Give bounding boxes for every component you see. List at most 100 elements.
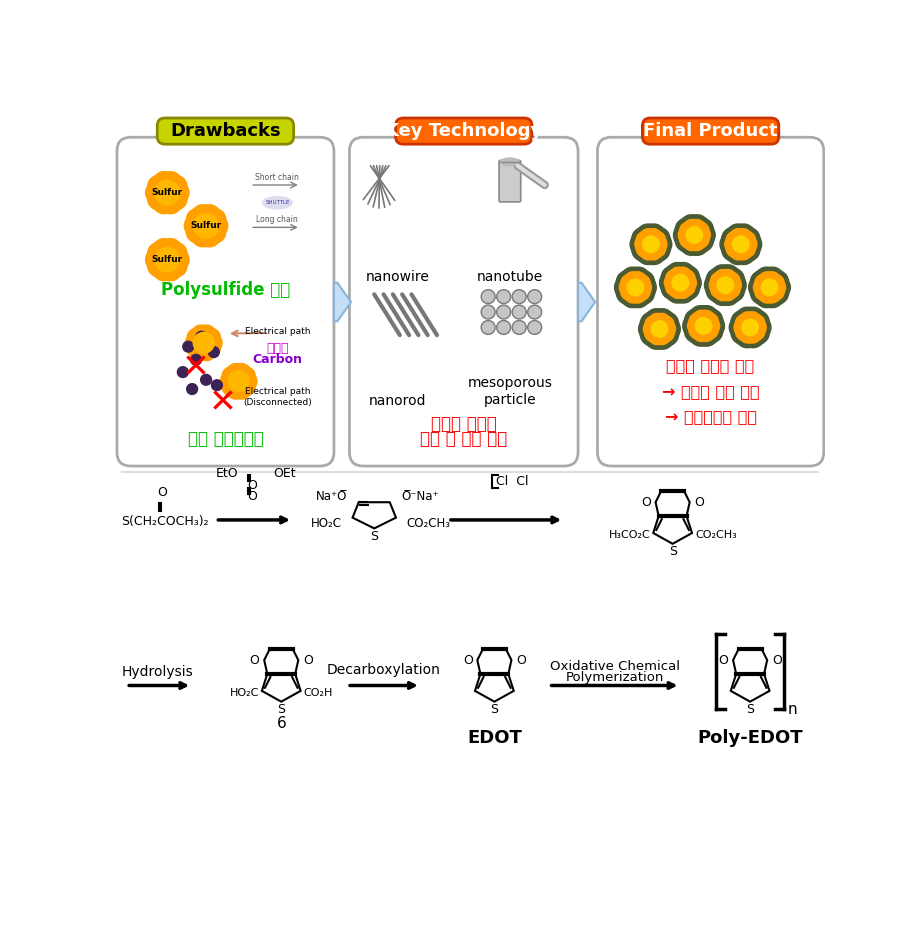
Text: SHUTTLE: SHUTTLE <box>265 200 290 205</box>
Ellipse shape <box>200 325 215 336</box>
Ellipse shape <box>745 227 760 244</box>
Text: O: O <box>158 487 168 500</box>
Text: S: S <box>491 704 498 716</box>
Ellipse shape <box>632 244 647 261</box>
Ellipse shape <box>673 226 687 244</box>
Ellipse shape <box>661 282 677 299</box>
Text: nanowire: nanowire <box>366 270 429 284</box>
Ellipse shape <box>154 267 171 281</box>
Ellipse shape <box>699 306 717 320</box>
Text: Short chain: Short chain <box>256 172 299 182</box>
Ellipse shape <box>148 242 163 259</box>
Ellipse shape <box>691 240 704 251</box>
Ellipse shape <box>186 209 202 226</box>
Text: 전도성 고분자 코팅: 전도성 고분자 코팅 <box>667 359 755 374</box>
Circle shape <box>481 305 495 319</box>
Ellipse shape <box>632 272 646 282</box>
Ellipse shape <box>667 289 685 303</box>
Text: O: O <box>694 496 704 509</box>
Text: S: S <box>668 545 677 558</box>
Text: S(CH₂COCH₃)₂: S(CH₂COCH₃)₂ <box>121 515 209 528</box>
Ellipse shape <box>736 334 755 348</box>
Ellipse shape <box>740 312 754 322</box>
Text: Electrical path: Electrical path <box>245 327 310 336</box>
Ellipse shape <box>227 363 242 376</box>
Ellipse shape <box>750 287 766 304</box>
Ellipse shape <box>193 349 207 361</box>
Ellipse shape <box>735 321 745 335</box>
Ellipse shape <box>684 219 698 230</box>
Text: Sulfur: Sulfur <box>191 221 222 230</box>
Ellipse shape <box>744 231 756 244</box>
Ellipse shape <box>222 367 235 381</box>
Ellipse shape <box>622 294 640 308</box>
Text: Cl  Cl: Cl Cl <box>496 475 528 488</box>
Ellipse shape <box>647 249 661 260</box>
Text: nanotube: nanotube <box>477 270 543 284</box>
Ellipse shape <box>616 287 632 304</box>
Text: 전도성 고분자: 전도성 고분자 <box>431 415 497 432</box>
Ellipse shape <box>639 271 655 288</box>
Text: CO₂CH₃: CO₂CH₃ <box>695 530 737 541</box>
Ellipse shape <box>711 272 723 285</box>
Ellipse shape <box>706 313 718 326</box>
Ellipse shape <box>227 388 242 399</box>
Ellipse shape <box>637 224 656 238</box>
Text: S: S <box>277 704 285 716</box>
Ellipse shape <box>712 292 730 306</box>
Ellipse shape <box>712 265 730 279</box>
Ellipse shape <box>766 272 779 282</box>
Ellipse shape <box>637 251 656 265</box>
Ellipse shape <box>661 267 677 283</box>
Circle shape <box>672 275 689 291</box>
Ellipse shape <box>748 279 762 296</box>
Ellipse shape <box>171 242 187 259</box>
Ellipse shape <box>655 244 670 261</box>
Circle shape <box>481 321 495 335</box>
Text: O: O <box>247 479 257 492</box>
Ellipse shape <box>775 281 786 295</box>
Ellipse shape <box>641 249 655 260</box>
Ellipse shape <box>681 214 699 228</box>
Ellipse shape <box>215 217 227 235</box>
Text: n: n <box>788 702 798 717</box>
Circle shape <box>481 290 495 304</box>
Ellipse shape <box>654 244 666 257</box>
Ellipse shape <box>676 263 694 277</box>
Ellipse shape <box>684 267 700 283</box>
Ellipse shape <box>684 309 700 326</box>
Circle shape <box>513 321 526 335</box>
Ellipse shape <box>207 329 220 342</box>
Circle shape <box>201 375 212 385</box>
Ellipse shape <box>683 282 695 295</box>
Ellipse shape <box>765 267 783 281</box>
Ellipse shape <box>657 238 667 252</box>
Text: Final Product: Final Product <box>644 122 778 140</box>
Text: Drawbacks: Drawbacks <box>171 122 281 140</box>
Ellipse shape <box>686 276 696 290</box>
Text: Polysulfide 용출: Polysulfide 용출 <box>160 281 290 299</box>
Text: Carbon: Carbon <box>252 353 303 366</box>
Ellipse shape <box>211 336 222 350</box>
Ellipse shape <box>731 249 745 260</box>
Ellipse shape <box>715 290 729 301</box>
Text: Key Technology: Key Technology <box>385 122 542 140</box>
Circle shape <box>191 354 202 365</box>
FancyBboxPatch shape <box>395 118 532 144</box>
Ellipse shape <box>675 218 691 235</box>
Ellipse shape <box>736 308 755 321</box>
Circle shape <box>497 321 511 335</box>
Ellipse shape <box>187 329 200 342</box>
Circle shape <box>187 384 197 394</box>
Circle shape <box>627 280 644 295</box>
Ellipse shape <box>645 329 657 342</box>
Text: EtO: EtO <box>216 467 238 480</box>
Ellipse shape <box>744 244 756 257</box>
Ellipse shape <box>772 275 784 287</box>
Ellipse shape <box>759 272 773 282</box>
Ellipse shape <box>681 241 699 255</box>
Ellipse shape <box>759 293 773 303</box>
Ellipse shape <box>621 287 633 300</box>
Ellipse shape <box>171 193 187 210</box>
Ellipse shape <box>640 329 656 346</box>
